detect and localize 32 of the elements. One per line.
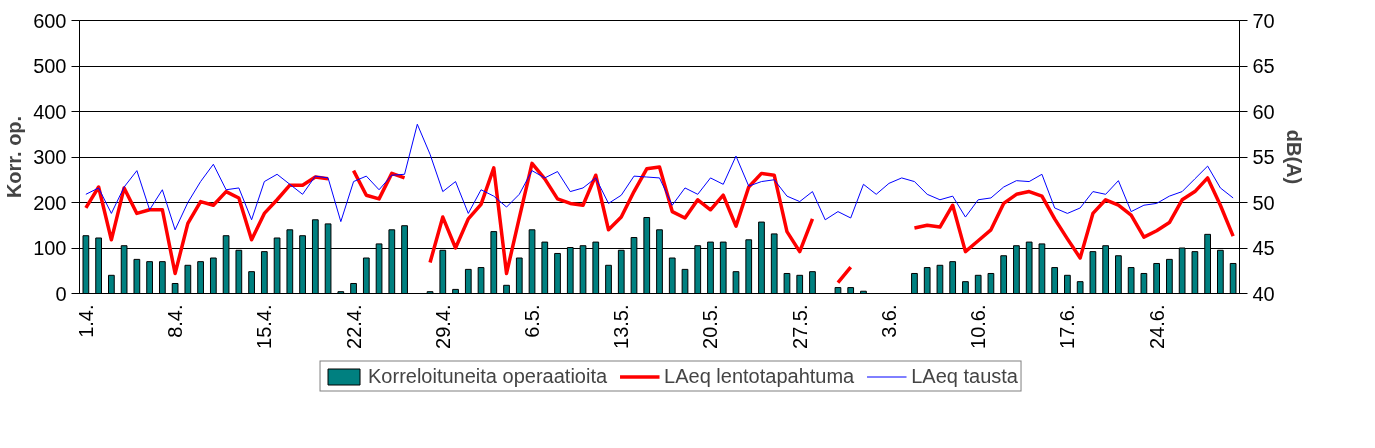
legend-label: LAeq tausta: [911, 364, 1018, 388]
y-tick-label: 500: [33, 55, 67, 77]
x-tick-label: 3.6.: [877, 304, 900, 338]
x-tick-label: 8.4.: [164, 304, 187, 338]
x-tick-label: 22.4.: [342, 304, 365, 349]
y2-tick-label: 45: [1252, 237, 1275, 259]
x-tick-label: 10.6.: [967, 304, 990, 349]
x-tick-label: 1.4.: [74, 304, 97, 338]
x-tick-label: 17.6.: [1056, 304, 1079, 349]
y2-tick-label: 60: [1252, 100, 1275, 123]
y2-tick-label: 70: [1252, 9, 1275, 32]
y-axis-title: Korr. op.: [3, 115, 26, 199]
y-tick-label: 400: [33, 100, 67, 123]
x-tick-label: 27.5.: [788, 304, 811, 349]
y2-tick-label: 40: [1252, 282, 1275, 305]
y-tick-label: 0: [55, 282, 67, 305]
y-tick-label: 100: [33, 237, 67, 259]
legend-label: Korreloituneita operaatioita: [368, 364, 608, 388]
y-tick-label: 300: [33, 146, 67, 168]
x-tick-label: 13.5.: [610, 304, 633, 349]
x-tick-label: 15.4.: [253, 304, 276, 349]
x-tick-label: 29.4.: [431, 304, 454, 349]
y2-tick-label: 65: [1252, 55, 1275, 77]
y2-axis-title: dB(A): [1282, 129, 1305, 185]
y-tick-label: 600: [33, 9, 67, 32]
x-tick-label: 24.6.: [1145, 304, 1168, 349]
y2-tick-label: 55: [1252, 146, 1275, 168]
legend-label: LAeq lentotapahtuma: [664, 364, 855, 388]
x-tick-label: 6.5.: [521, 304, 544, 338]
y2-tick-label: 50: [1252, 191, 1275, 214]
x-tick-label: 20.5.: [699, 304, 722, 349]
y-tick-label: 200: [33, 191, 67, 214]
